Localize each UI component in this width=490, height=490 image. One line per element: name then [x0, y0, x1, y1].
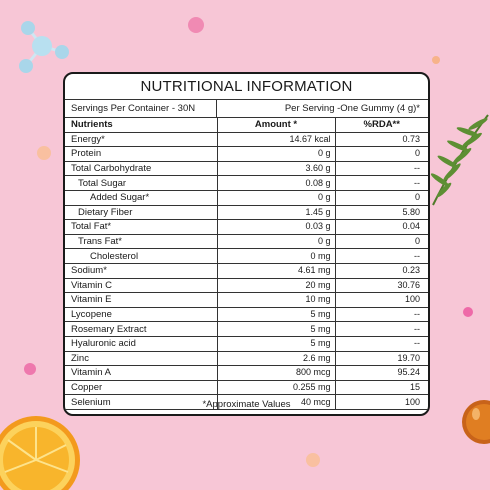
nutrient-name: Vitamin C — [65, 278, 218, 294]
peach-dot — [306, 453, 320, 467]
nutrient-name: Dietary Fiber — [65, 205, 218, 221]
per-serving-label: Per Serving -One Gummy (4 g)* — [284, 103, 420, 114]
nutrient-amount: 10 mg — [217, 292, 336, 308]
nutrient-amount: 20 mg — [217, 278, 336, 294]
nutrient-rda: 30.76 — [335, 278, 428, 294]
nutrient-name: Copper — [65, 380, 218, 396]
table-row: Selenium 40 mcg 100 — [65, 394, 428, 410]
nutrient-name: Vitamin E — [65, 292, 218, 308]
nutrient-amount: 0.08 g — [217, 175, 336, 191]
table-row: Vitamin A 800 mcg 95.24 — [65, 365, 428, 381]
nutrient-amount: 0.255 mg — [217, 380, 336, 396]
nutrient-amount: 0.03 g — [217, 219, 336, 235]
nutrition-table: Nutrients Amount * %RDA** Energy* 14.67 k… — [65, 118, 428, 410]
nutrient-rda: 5.80 — [335, 205, 428, 221]
nutrient-name: Trans Fat* — [65, 234, 218, 250]
nutrient-rda: 100 — [335, 394, 428, 410]
table-row: Dietary Fiber 1.45 g 5.80 — [65, 205, 428, 221]
nutrient-name: Selenium — [65, 394, 218, 410]
table-row: Sodium* 4.61 mg 0.23 — [65, 263, 428, 279]
nutrient-amount: 0 g — [217, 146, 336, 162]
nutrient-amount: 3.60 g — [217, 161, 336, 177]
nutrient-rda: 0 — [335, 190, 428, 206]
table-row: Zinc 2.6 mg 19.70 — [65, 351, 428, 367]
nutrition-table-wrapper: Servings Per Container - 30N Per Serving… — [65, 99, 428, 410]
nutrient-amount: 4.61 mg — [217, 263, 336, 279]
nutrient-rda: -- — [335, 161, 428, 177]
pink-dot — [24, 363, 36, 375]
nutrient-name: Lycopene — [65, 307, 218, 323]
table-row: Total Fat* 0.03 g 0.04 — [65, 219, 428, 235]
table-row: Lycopene 5 mg -- — [65, 307, 428, 323]
table-row: Energy* 14.67 kcal 0.73 — [65, 132, 428, 148]
pink-dot — [188, 17, 204, 33]
panel-title: NUTRITIONAL INFORMATION — [140, 78, 353, 95]
table-row: Total Sugar 0.08 g -- — [65, 175, 428, 191]
nutrient-name: Added Sugar* — [65, 190, 218, 206]
nutrient-amount: 2.6 mg — [217, 351, 336, 367]
nutrient-name: Hyaluronic acid — [65, 336, 218, 352]
header-nutrients: Nutrients — [65, 118, 218, 133]
nutrient-rda: 0.23 — [335, 263, 428, 279]
nutrient-name: Total Sugar — [65, 175, 218, 191]
orange-slice-icon — [0, 416, 80, 490]
table-row: Copper 0.255 mg 15 — [65, 380, 428, 396]
nutrient-name: Energy* — [65, 132, 218, 148]
table-row: Rosemary Extract 5 mg -- — [65, 321, 428, 337]
nutrient-amount: 5 mg — [217, 321, 336, 337]
nutrient-amount: 5 mg — [217, 336, 336, 352]
nutrient-rda: 95.24 — [335, 365, 428, 381]
servings-per-container: Servings Per Container - 30N — [65, 100, 217, 117]
table-header-row: Nutrients Amount * %RDA** — [65, 118, 428, 133]
molecule-icon — [19, 21, 69, 73]
nutrient-rda: -- — [335, 307, 428, 323]
table-row: Total Carbohydrate 3.60 g -- — [65, 161, 428, 177]
nutrient-amount: 0 mg — [217, 248, 336, 264]
nutrient-name: Zinc — [65, 351, 218, 367]
nutrient-rda: -- — [335, 336, 428, 352]
table-row: Cholesterol 0 mg -- — [65, 248, 428, 264]
nutrient-amount: 14.67 kcal — [217, 132, 336, 148]
table-row: Vitamin C 20 mg 30.76 — [65, 278, 428, 294]
nutrient-rda: 0.73 — [335, 132, 428, 148]
header-amount: Amount * — [217, 118, 336, 133]
nutrient-rda: 0 — [335, 146, 428, 162]
peach-dot — [432, 56, 440, 64]
nutrient-name: Vitamin A — [65, 365, 218, 381]
nutrient-name: Protein — [65, 146, 218, 162]
nutrient-name: Rosemary Extract — [65, 321, 218, 337]
serving-info-row: Servings Per Container - 30N Per Serving… — [65, 100, 428, 118]
table-row: Hyaluronic acid 5 mg -- — [65, 336, 428, 352]
nutrient-rda: -- — [335, 175, 428, 191]
nutrient-name: Total Fat* — [65, 219, 218, 235]
nutrient-rda: 0.04 — [335, 219, 428, 235]
nutrient-rda: -- — [335, 321, 428, 337]
nutrient-name: Total Carbohydrate — [65, 161, 218, 177]
rosemary-sprig-icon — [430, 114, 489, 206]
nutrient-rda: -- — [335, 248, 428, 264]
pink-dot — [463, 307, 473, 317]
nutrient-amount: 40 mcg — [217, 394, 336, 410]
nutrient-amount: 0 g — [217, 190, 336, 206]
nutrient-rda: 19.70 — [335, 351, 428, 367]
nutrient-name: Sodium* — [65, 263, 218, 279]
footnote: *Approximate Values — [202, 399, 291, 410]
peach-dot — [37, 146, 51, 160]
amber-gummy-icon — [462, 400, 490, 444]
nutrition-panel: NUTRITIONAL INFORMATION Servings Per Con… — [63, 72, 430, 416]
header-rda: %RDA** — [335, 118, 428, 133]
nutrient-rda: 0 — [335, 234, 428, 250]
nutrient-rda: 100 — [335, 292, 428, 308]
nutrient-rda: 15 — [335, 380, 428, 396]
nutrient-amount: 1.45 g — [217, 205, 336, 221]
nutrient-amount: 0 g — [217, 234, 336, 250]
nutrient-amount: 5 mg — [217, 307, 336, 323]
nutrient-amount: 800 mcg — [217, 365, 336, 381]
table-row: Vitamin E 10 mg 100 — [65, 292, 428, 308]
nutrient-name: Cholesterol — [65, 248, 218, 264]
